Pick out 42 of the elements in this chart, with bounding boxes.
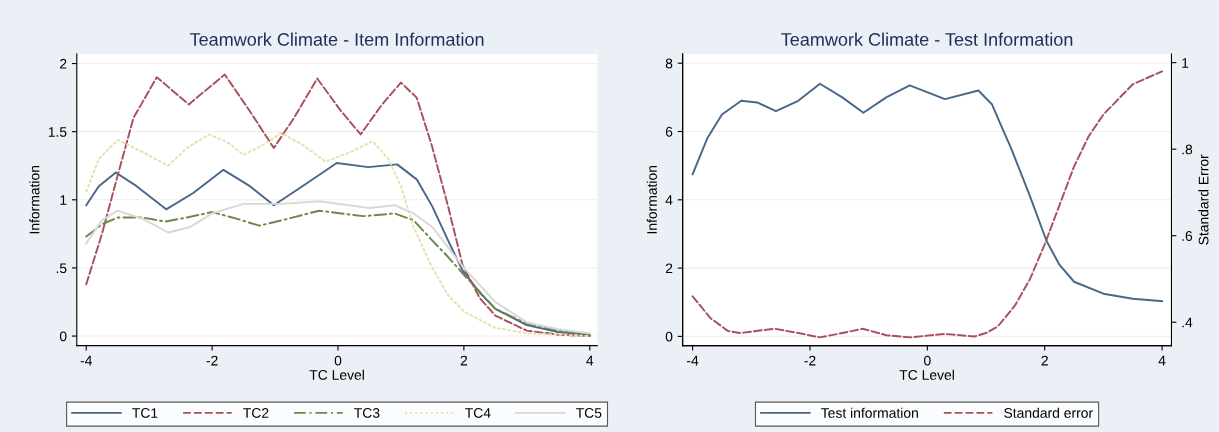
x-tick-label: 2 [460, 355, 468, 366]
chart-title: Teamwork Climate - Item Information [189, 32, 484, 46]
y-tick-label: 0 [665, 331, 673, 342]
x-tick-label: 4 [586, 355, 594, 366]
legend-label: TC1 [132, 408, 158, 418]
x-tick-label: 2 [1041, 355, 1048, 366]
legend-label: Standard error [1004, 407, 1093, 418]
x-tick-label: 0 [334, 355, 342, 366]
y-axis-title: Information [29, 165, 40, 234]
y-tick-label: 8 [665, 58, 673, 69]
legend-label: TC5 [576, 408, 602, 418]
y2-axis-title: Standard Error [1198, 154, 1209, 245]
y-tick-label: 2 [60, 58, 67, 69]
line-series [691, 70, 1164, 339]
x-tick-label: 0 [924, 355, 931, 366]
x-tick-label: -4 [687, 355, 699, 366]
y-tick-label: .5 [56, 263, 67, 274]
line-series [691, 82, 1164, 303]
y-tick-label: 4 [665, 195, 673, 205]
legend-label: TC4 [465, 408, 491, 418]
x-axis-title: TC Level [899, 369, 954, 380]
y-tick-label: 2 [665, 263, 673, 274]
y2-tick-label: .8 [1182, 144, 1193, 155]
x-tick-label: 4 [1158, 355, 1166, 366]
y-tick-label: 1.5 [48, 127, 67, 137]
x-tick-label: -2 [804, 355, 816, 366]
x-tick-label: -2 [206, 355, 218, 366]
chart-title: Teamwork Climate - Test Information [781, 32, 1073, 46]
legend-label: TC2 [243, 408, 269, 418]
y-tick-label: 1 [60, 195, 67, 205]
y-tick-label: 0 [59, 331, 67, 342]
y2-tick-label: .6 [1182, 231, 1193, 241]
y-tick-label: 6 [665, 126, 673, 137]
line-series [85, 132, 591, 338]
legend-label: Test information [821, 407, 918, 418]
y2-tick-label: .4 [1182, 317, 1193, 328]
legend-label: TC3 [354, 408, 380, 418]
y-axis-title: Information [646, 165, 657, 234]
x-tick-label: -4 [80, 355, 93, 366]
x-axis-title: TC Level [309, 369, 364, 380]
line-series [85, 73, 591, 338]
y2-tick-label: 1 [1182, 58, 1189, 68]
